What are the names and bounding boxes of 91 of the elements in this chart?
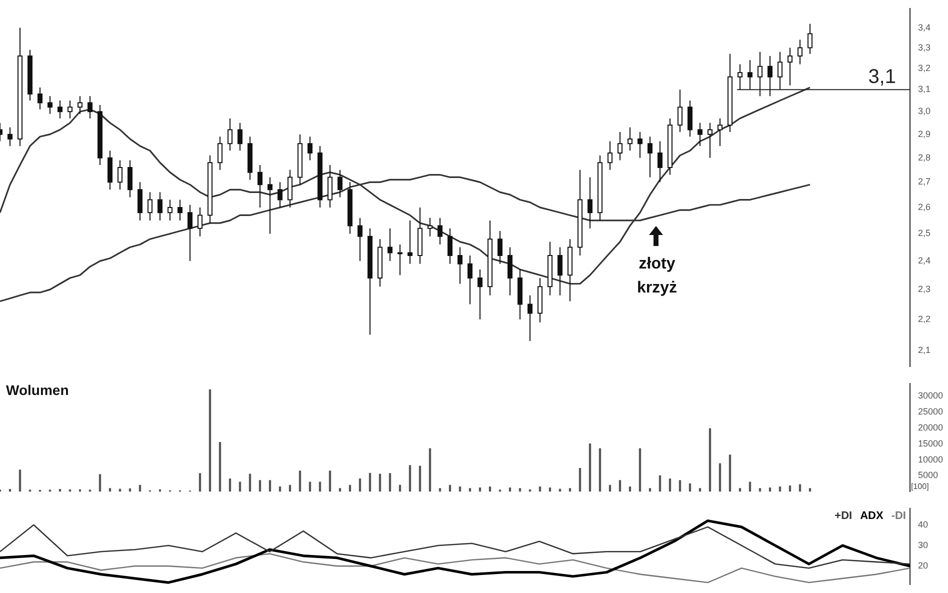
y-tick-label: 10000 (918, 454, 944, 464)
bar (668, 478, 672, 492)
bar (98, 474, 102, 492)
bar (488, 486, 492, 492)
bar (268, 480, 272, 492)
bar (278, 486, 282, 492)
bar (558, 488, 562, 492)
bar (378, 474, 382, 492)
bar (458, 486, 462, 492)
text: ADX (860, 510, 884, 522)
bar (648, 488, 652, 492)
bar (298, 470, 302, 492)
bar (438, 488, 442, 492)
bar (308, 482, 312, 492)
bar (338, 488, 342, 492)
bar (358, 478, 362, 492)
y-tick-label: 25000 (918, 406, 944, 417)
bar (588, 444, 592, 492)
bar (18, 470, 22, 492)
bar (448, 484, 452, 492)
y-tick-label: 2,2 (918, 314, 931, 324)
y-tick-label: 3,4 (918, 22, 931, 32)
bar (718, 463, 722, 492)
bar (348, 484, 352, 492)
bar (258, 480, 262, 492)
bar (248, 474, 252, 492)
y-tick-label: 2,1 (918, 344, 931, 355)
y-tick-label: 5000 (918, 470, 938, 480)
bar (288, 484, 292, 492)
bar (788, 486, 792, 492)
y-tick-label: 20 (918, 560, 928, 571)
bar (58, 489, 62, 492)
y-tick-label: 2,6 (918, 202, 931, 212)
bar (118, 488, 122, 492)
bar (698, 488, 702, 492)
y-tick-label: 30 (918, 540, 928, 550)
bar (198, 473, 202, 492)
bar (408, 465, 412, 492)
bar (138, 484, 142, 492)
y-tick-label: 2,7 (918, 176, 931, 187)
bar (518, 488, 522, 492)
bar (428, 448, 432, 492)
bar (808, 488, 812, 492)
bar (388, 473, 392, 492)
bar (628, 486, 632, 492)
y-tick-label: 2,8 (918, 152, 931, 162)
bar (108, 488, 112, 492)
y-tick-label: 2,5 (918, 228, 931, 238)
bar (418, 466, 422, 492)
bar (468, 488, 472, 492)
bar (398, 484, 402, 492)
bar (568, 488, 572, 492)
bar (708, 428, 712, 492)
bar (738, 488, 742, 492)
bar (638, 448, 642, 492)
y-tick-label: 2,3 (918, 284, 931, 294)
bar (228, 478, 232, 492)
annotation: [100] (911, 482, 929, 491)
y-tick-label: 2,9 (918, 128, 931, 139)
y-tick-label: 3,1 (918, 84, 931, 94)
ref-line-label: 3,1 (868, 66, 896, 88)
bar (758, 488, 762, 492)
bar (598, 448, 602, 492)
bar (728, 454, 732, 492)
y-tick-label: 3,2 (918, 62, 931, 73)
bar (578, 468, 582, 492)
y-tick-label: 3,3 (918, 42, 931, 52)
bar (748, 482, 752, 492)
text: -DI (891, 510, 906, 522)
y-tick-label: 40 (918, 519, 928, 530)
bar (658, 475, 662, 492)
bar (368, 472, 372, 492)
bar (608, 484, 612, 492)
bar (208, 389, 212, 492)
y-tick-label: 15000 (918, 438, 944, 448)
y-tick-label: 2,4 (918, 256, 931, 266)
bar (328, 470, 332, 492)
bar (538, 486, 542, 492)
bar (678, 480, 682, 492)
bar (8, 489, 12, 492)
y-tick-label: 20000 (918, 422, 944, 432)
text: +DI (834, 510, 852, 522)
bar (778, 486, 782, 492)
y-tick-label: 3,0 (918, 106, 931, 116)
chart-title: Wolumen (6, 382, 69, 398)
bar (318, 482, 322, 492)
bar (218, 442, 222, 492)
y-tick-label: 30000 (918, 390, 944, 401)
bar (238, 482, 242, 492)
annotation: złoty krzyż (636, 255, 678, 296)
bar (618, 480, 622, 492)
